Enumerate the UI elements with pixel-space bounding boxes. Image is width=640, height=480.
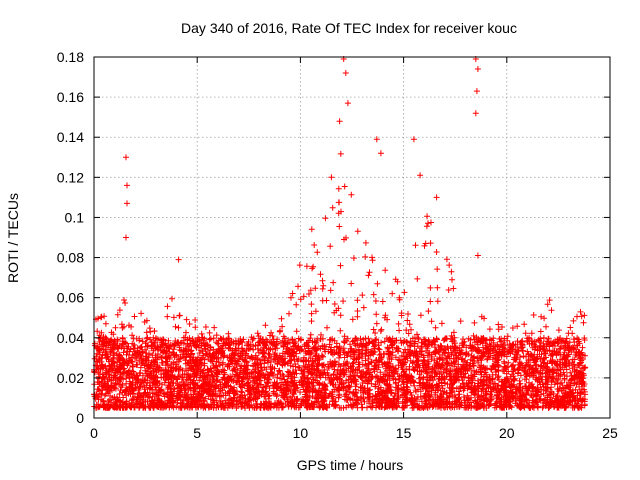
y-tick-label: 0.06	[57, 290, 84, 306]
y-tick-label: 0.16	[57, 89, 84, 105]
scatter-plus-markers	[91, 56, 589, 411]
chart-title: Day 340 of 2016, Rate Of TEC Index for r…	[181, 20, 517, 36]
y-tick-label: 0.14	[57, 129, 84, 145]
y-tick-label: 0.04	[57, 330, 84, 346]
y-tick-label: 0	[76, 410, 84, 426]
plot-frame	[93, 56, 611, 419]
x-tick-label: 5	[193, 425, 201, 441]
y-tick-label: 0.12	[57, 169, 84, 185]
y-tick-label: 0.02	[57, 370, 84, 386]
y-tick-label: 0.18	[57, 49, 84, 65]
x-tick-label: 15	[396, 425, 412, 441]
axis-ticks: 0 5 10 15 20 25 0 0.02 0.04 0.06 0.08 0.1 0.12 0.14 0.…	[57, 49, 618, 441]
x-axis-label: GPS time / hours	[297, 457, 404, 473]
x-tick-label: 0	[90, 425, 98, 441]
y-tick-label: 0.08	[57, 250, 84, 266]
y-axis-label: ROTI / TECUs	[5, 193, 21, 283]
y-tick-label: 0.1	[65, 209, 85, 225]
data-points	[91, 56, 589, 411]
x-tick-label: 20	[499, 425, 515, 441]
x-tick-label: 25	[602, 425, 618, 441]
x-tick-label: 10	[293, 425, 309, 441]
